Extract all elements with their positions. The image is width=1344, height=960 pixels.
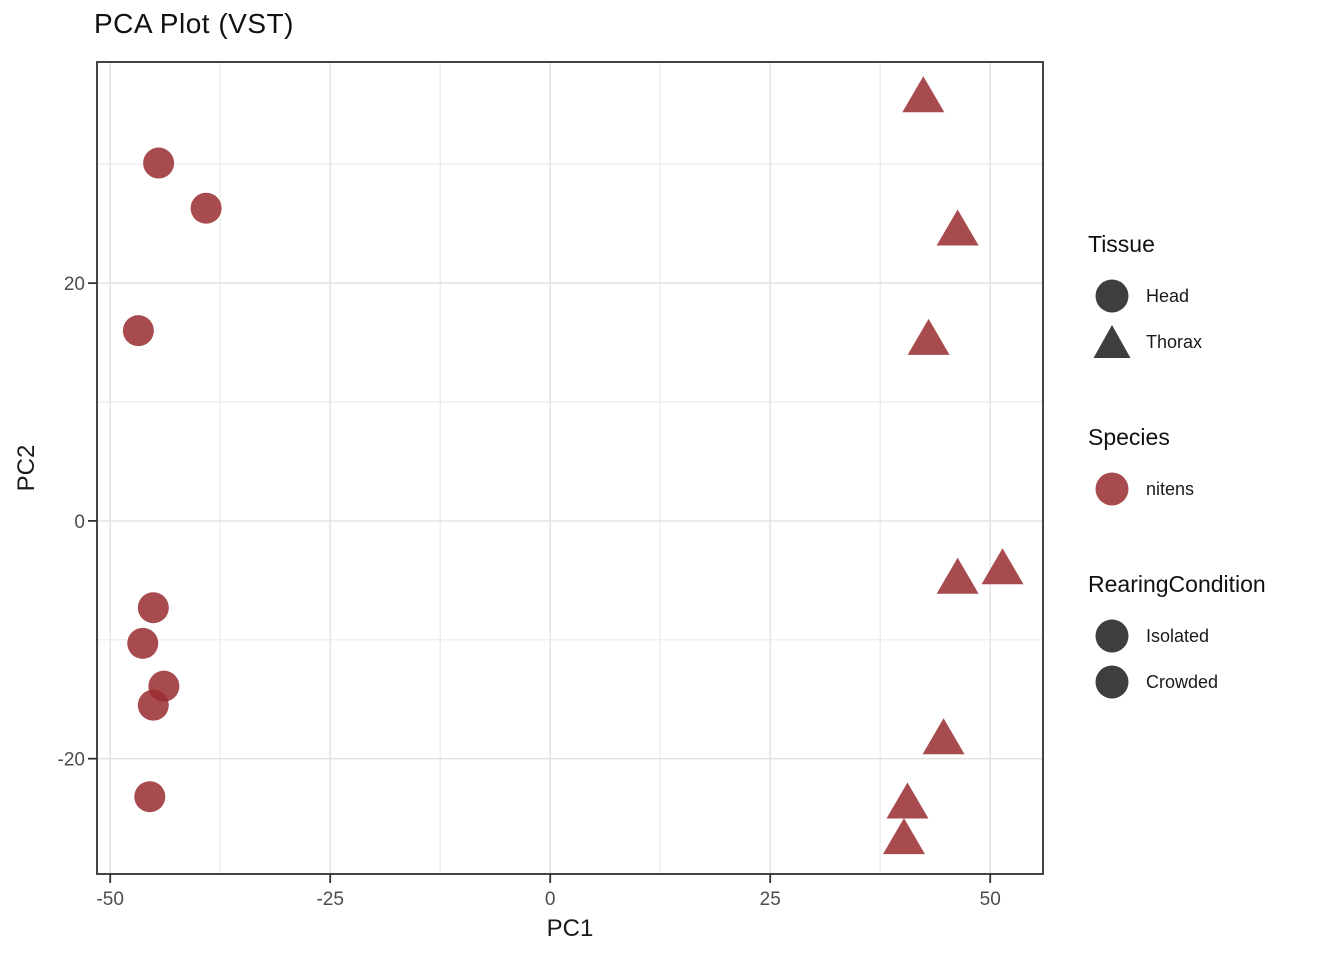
legend-section-tissue: Tissue Head Thorax	[1088, 230, 1342, 365]
data-point-circle-head	[134, 781, 166, 813]
legend-label: nitens	[1146, 478, 1195, 499]
data-point-triangle-thorax	[922, 718, 965, 755]
legend: Tissue Head Thorax Species nitens RearingCond…	[1088, 230, 1342, 763]
data-point-triangle-thorax	[936, 557, 979, 594]
y-axis-title: PC2	[13, 445, 40, 492]
legend-item-isolated: Isolated	[1092, 613, 1342, 659]
y-tick-label: 0	[74, 512, 85, 533]
panel-border	[96, 61, 1044, 875]
y-tick-label: 20	[64, 274, 85, 295]
legend-label: Head	[1146, 285, 1190, 306]
legend-item-nitens: nitens	[1092, 466, 1342, 512]
legend-glyph-shape	[1095, 279, 1129, 313]
data-point-circle-head	[122, 315, 154, 347]
legend-title-species: Species	[1088, 424, 1170, 450]
data-point-circle-head	[190, 192, 222, 224]
legend-section-species: Species nitens	[1088, 423, 1342, 512]
data-point-triangle-thorax	[981, 548, 1024, 585]
data-point-circle-head	[127, 627, 159, 659]
legend-circle-icon	[1095, 619, 1129, 653]
x-axis-title: PC1	[547, 915, 594, 942]
y-tick-label: -20	[58, 750, 85, 771]
plot-title: PCA Plot (VST)	[94, 8, 294, 39]
x-tick-label: 25	[760, 889, 781, 910]
legend-glyph-shape	[1095, 619, 1129, 653]
data-point-triangle-thorax	[936, 209, 979, 246]
legend-triangle-icon	[1093, 325, 1131, 358]
legend-item-crowded: Crowded	[1092, 659, 1342, 705]
data-point-triangle-thorax	[907, 318, 950, 355]
data-point-triangle-thorax	[882, 818, 925, 855]
x-tick-label: -50	[96, 889, 123, 910]
legend-circle-icon	[1095, 665, 1129, 699]
data-point-circle-head	[137, 592, 169, 624]
legend-glyph-shape	[1095, 472, 1129, 506]
legend-circle-icon	[1095, 472, 1129, 506]
x-tick-label: 50	[980, 889, 1001, 910]
legend-item-head: Head	[1092, 273, 1342, 319]
legend-section-rearing-condition: RearingCondition Isolated Crowded	[1088, 570, 1342, 705]
x-tick-label: 0	[545, 889, 556, 910]
data-point-circle-head	[137, 689, 169, 721]
plot-panel	[97, 62, 1043, 874]
legend-label: Thorax	[1146, 331, 1203, 352]
legend-glyph-shape	[1093, 325, 1131, 358]
data-point-triangle-thorax	[886, 782, 929, 819]
legend-title-tissue: Tissue	[1088, 231, 1155, 257]
data-point-triangle-thorax	[902, 76, 945, 113]
legend-circle-icon	[1095, 279, 1129, 313]
legend-item-thorax: Thorax	[1092, 319, 1342, 365]
x-tick-label: -25	[316, 889, 343, 910]
data-point-circle-head	[143, 147, 175, 179]
legend-label: Crowded	[1146, 671, 1219, 692]
legend-title-rearing-condition: RearingCondition	[1088, 571, 1266, 597]
legend-label: Isolated	[1146, 625, 1210, 646]
legend-glyph-shape	[1095, 665, 1129, 699]
